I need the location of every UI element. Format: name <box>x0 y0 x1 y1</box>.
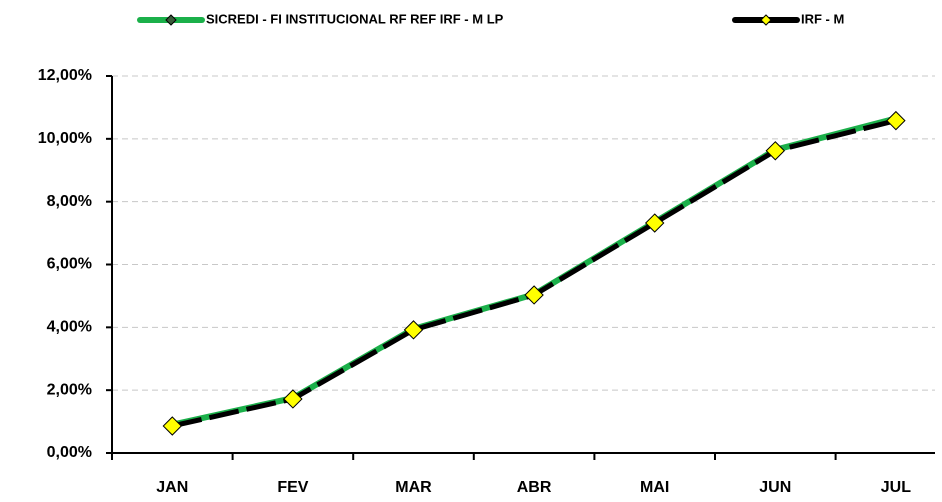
y-tick-label: 4,00% <box>47 319 92 336</box>
y-tick-label: 2,00% <box>47 381 92 398</box>
y-tick-label: 8,00% <box>47 193 92 210</box>
marker <box>162 416 183 436</box>
y-tick-label: 6,00% <box>47 256 92 273</box>
x-tick-label: JUL <box>881 479 911 496</box>
legend-label: SICREDI - FI INSTITUCIONAL RF REF IRF - … <box>206 11 504 26</box>
y-tick-label: 12,00% <box>38 67 92 84</box>
legend-marker <box>165 14 177 26</box>
y-tick-label: 0,00% <box>47 444 92 461</box>
marker <box>283 389 303 409</box>
marker <box>765 141 786 161</box>
marker <box>886 110 906 131</box>
legend-marker <box>760 14 772 26</box>
series-line <box>171 115 897 428</box>
marker <box>524 285 544 305</box>
x-tick-label: JAN <box>156 479 188 496</box>
series-line <box>171 118 897 429</box>
x-tick-label: JUN <box>759 479 791 496</box>
marker <box>644 213 665 233</box>
marker <box>403 320 424 340</box>
legend-label: IRF - M <box>801 11 844 26</box>
x-tick-label: ABR <box>517 479 552 496</box>
x-tick-label: FEV <box>277 479 308 496</box>
y-tick-label: 10,00% <box>38 130 92 147</box>
x-tick-label: MAR <box>395 479 432 496</box>
x-tick-label: MAI <box>640 479 669 496</box>
